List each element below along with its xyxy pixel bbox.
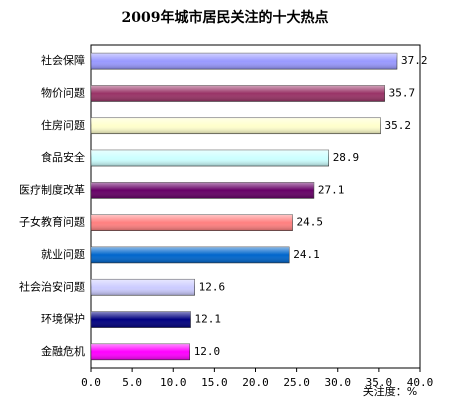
bar-shade xyxy=(91,150,329,167)
y-tick-label: 物价问题 xyxy=(41,85,85,99)
y-tick-label: 环境保护 xyxy=(41,312,85,326)
x-tick-label: 30.0 xyxy=(325,376,352,389)
bar-shade xyxy=(91,85,385,102)
x-tick-label: 25.0 xyxy=(283,376,310,389)
value-label: 37.2 xyxy=(401,54,428,67)
x-tick-label: 35.0 xyxy=(366,376,393,389)
x-tick-label: 20.0 xyxy=(242,376,269,389)
value-label: 27.1 xyxy=(318,183,345,196)
value-label: 12.0 xyxy=(194,345,221,358)
value-label: 35.7 xyxy=(389,86,416,99)
chart-title: 2009年城市居民关注的十大热点 xyxy=(122,9,329,26)
value-label: 28.9 xyxy=(333,151,360,164)
y-tick-label: 食品安全 xyxy=(41,150,85,164)
bar-shade xyxy=(91,214,293,231)
y-tick-label: 社会保障 xyxy=(41,53,85,67)
x-tick-label: 40.0 xyxy=(407,376,434,389)
x-tick-label: 0.0 xyxy=(81,376,101,389)
x-axis-label: 关注度：% xyxy=(363,384,417,398)
bar-shade xyxy=(91,279,195,296)
value-label: 12.6 xyxy=(199,280,226,293)
x-tick-label: 5.0 xyxy=(122,376,142,389)
bar-shade xyxy=(91,311,191,328)
bar-shade xyxy=(91,53,397,70)
value-label: 24.5 xyxy=(297,216,324,229)
bar-shade xyxy=(91,343,190,360)
x-tick-label: 15.0 xyxy=(201,376,228,389)
bar-shade xyxy=(91,246,290,263)
value-label: 12.1 xyxy=(195,313,222,326)
y-tick-label: 就业问题 xyxy=(41,247,85,261)
y-tick-label: 子女教育问题 xyxy=(19,215,85,229)
y-tick-label: 住房问题 xyxy=(41,118,85,132)
value-label: 24.1 xyxy=(293,248,320,261)
bar-shade xyxy=(91,182,314,199)
bar-shade xyxy=(91,117,381,134)
y-tick-label: 金融危机 xyxy=(41,344,85,358)
y-tick-label: 医疗制度改革 xyxy=(19,182,85,196)
x-tick-label: 10.0 xyxy=(160,376,187,389)
value-label: 35.2 xyxy=(385,119,412,132)
y-tick-label: 社会治安问题 xyxy=(19,279,85,293)
